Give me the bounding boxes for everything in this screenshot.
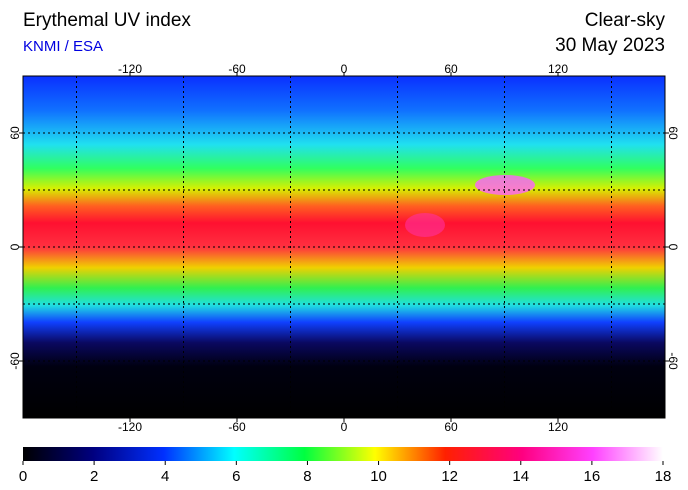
colorbar-label: 12 <box>441 468 458 485</box>
lon-label-bottom: -60 <box>228 420 246 434</box>
date: 30 May 2023 <box>555 35 665 56</box>
graticule <box>23 76 665 418</box>
lat-label-right: 0 <box>666 244 680 251</box>
lon-label-top: 120 <box>548 62 568 76</box>
title: Erythemal UV index <box>23 10 191 31</box>
lat-label-right: -60 <box>666 352 680 370</box>
colorbar-label: 18 <box>655 468 672 485</box>
colorbar-label: 16 <box>584 468 601 485</box>
lon-label-bottom: 0 <box>341 420 348 434</box>
colorbar-label: 8 <box>303 468 311 485</box>
mode: Clear-sky <box>585 10 666 31</box>
colorbar-label: 6 <box>232 468 240 485</box>
lon-label-top: -120 <box>118 62 142 76</box>
uv-high-africa <box>405 213 445 237</box>
colorbar <box>23 447 663 461</box>
lat-label-left: -60 <box>8 352 22 370</box>
lat-label-left: 0 <box>8 243 22 250</box>
lon-label-bottom: 120 <box>548 420 568 434</box>
colorbar-label: 14 <box>512 468 529 485</box>
lat-label-right: 60 <box>666 126 680 140</box>
lat-label-left: 60 <box>8 126 22 140</box>
lon-label-top: 0 <box>341 62 348 76</box>
lon-label-bottom: -120 <box>118 420 142 434</box>
lon-label-bottom: 60 <box>444 420 458 434</box>
source: KNMI / ESA <box>23 38 103 55</box>
lon-label-top: -60 <box>228 62 246 76</box>
colorbar-label: 2 <box>90 468 98 485</box>
colorbar-label: 4 <box>161 468 169 485</box>
colorbar-label: 10 <box>370 468 387 485</box>
lon-label-top: 60 <box>444 62 458 76</box>
colorbar-label: 0 <box>19 468 27 485</box>
